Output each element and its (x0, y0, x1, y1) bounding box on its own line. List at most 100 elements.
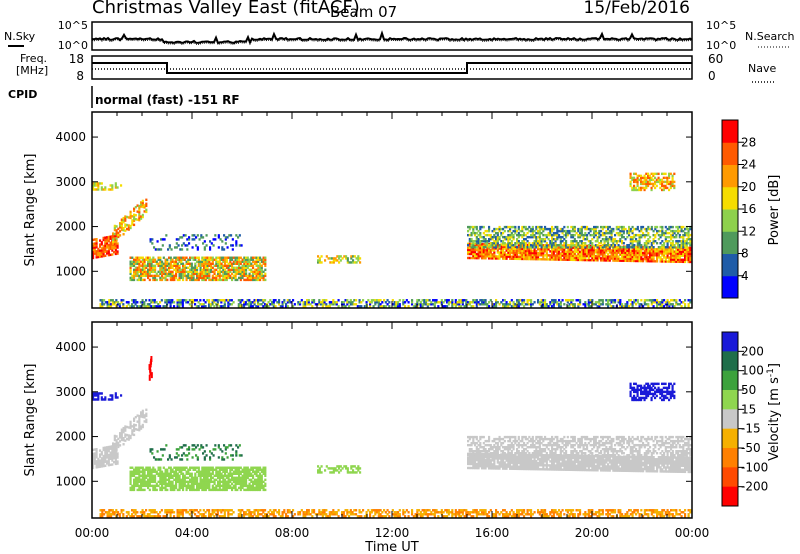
power-cell (523, 239, 526, 243)
power-cell (198, 238, 201, 241)
power-cell (558, 250, 561, 253)
velocity-cell (192, 482, 195, 486)
velocity-cell (131, 433, 134, 436)
power-cell (446, 301, 449, 304)
power-cell (600, 299, 603, 302)
velocity-cell (126, 437, 129, 441)
power-cell (647, 299, 650, 302)
power-cell (670, 241, 673, 245)
power-cell (195, 299, 198, 302)
power-cell (213, 272, 216, 276)
power-cell (175, 264, 178, 268)
power-cell (250, 268, 253, 272)
power-cell (545, 303, 548, 306)
power-cell (558, 299, 561, 302)
power-cell (465, 301, 468, 304)
power-cell (685, 250, 688, 254)
power-cell (600, 253, 603, 256)
power-cell (484, 239, 487, 243)
power-cell (512, 301, 515, 304)
power-cell (500, 233, 503, 237)
power-cell (232, 270, 235, 274)
power-cell (537, 231, 540, 235)
velocity-cell (141, 466, 144, 469)
power-cell (650, 247, 653, 251)
power-cell (183, 256, 186, 259)
power-cell (140, 278, 143, 282)
power-cell (133, 276, 136, 280)
power-cell (647, 305, 650, 308)
velocity-cell (106, 462, 109, 465)
power-cell (127, 216, 130, 219)
power-cell (605, 299, 608, 302)
power-cell (495, 244, 498, 247)
power-cell (572, 250, 575, 254)
power-cell (486, 305, 489, 308)
power-cell (334, 259, 337, 262)
power-cell (495, 231, 498, 235)
power-cell (675, 248, 678, 251)
power-cell (505, 253, 508, 256)
power-cell (161, 278, 164, 282)
power-cell (530, 257, 533, 261)
power-cell (670, 303, 673, 306)
power-cell (640, 244, 643, 247)
power-cell (208, 278, 211, 282)
power-cell (204, 301, 207, 304)
power-cell (509, 227, 512, 231)
power-cell (169, 266, 172, 270)
power-cell (133, 272, 136, 276)
velocity-cell (129, 474, 132, 478)
velocity-cell (228, 444, 231, 447)
power-cell (143, 303, 146, 306)
power-cell (108, 299, 111, 302)
power-cell (624, 246, 627, 249)
power-cell (493, 239, 496, 243)
power-cell (208, 301, 211, 304)
power-cell (561, 231, 564, 235)
power-cell (598, 299, 601, 302)
power-cell (171, 270, 174, 274)
power-cell (231, 238, 234, 241)
power-cell (229, 262, 232, 265)
power-cell (194, 264, 197, 268)
power-cell (176, 266, 179, 270)
power-cell (523, 237, 526, 241)
power-cell (598, 233, 601, 237)
power-cell (143, 206, 146, 209)
power-cell (516, 233, 519, 237)
velocity-cell (124, 427, 127, 430)
power-cell (250, 303, 253, 306)
power-cell (157, 270, 160, 274)
velocity-cell (229, 478, 232, 482)
velocity-cell (161, 486, 164, 490)
power-cell (509, 247, 512, 250)
power-cell (628, 229, 631, 233)
velocity-cell (129, 420, 132, 424)
velocity-cell (154, 478, 157, 482)
power-cell (661, 258, 664, 261)
power-cell (643, 176, 646, 180)
power-cell (652, 178, 655, 182)
power-cell (147, 268, 150, 272)
power-cell (171, 299, 174, 302)
power-cell (538, 227, 541, 231)
power-cell (612, 259, 615, 262)
power-cell (460, 305, 463, 308)
power-cell (584, 241, 587, 245)
power-cell (491, 244, 494, 247)
power-cell (102, 252, 105, 256)
velocity-cell (221, 450, 224, 453)
power-cell (126, 227, 129, 231)
velocity-cell (327, 467, 330, 470)
velocity-cell (164, 482, 167, 486)
power-cell (467, 225, 470, 229)
velocity-cell (140, 488, 143, 492)
power-cell (538, 254, 541, 257)
power-cell (225, 276, 228, 280)
power-cell (119, 226, 122, 229)
power-cell (114, 250, 117, 254)
power-cell (533, 239, 536, 243)
power-cell (481, 299, 484, 302)
power-cell (666, 180, 669, 184)
